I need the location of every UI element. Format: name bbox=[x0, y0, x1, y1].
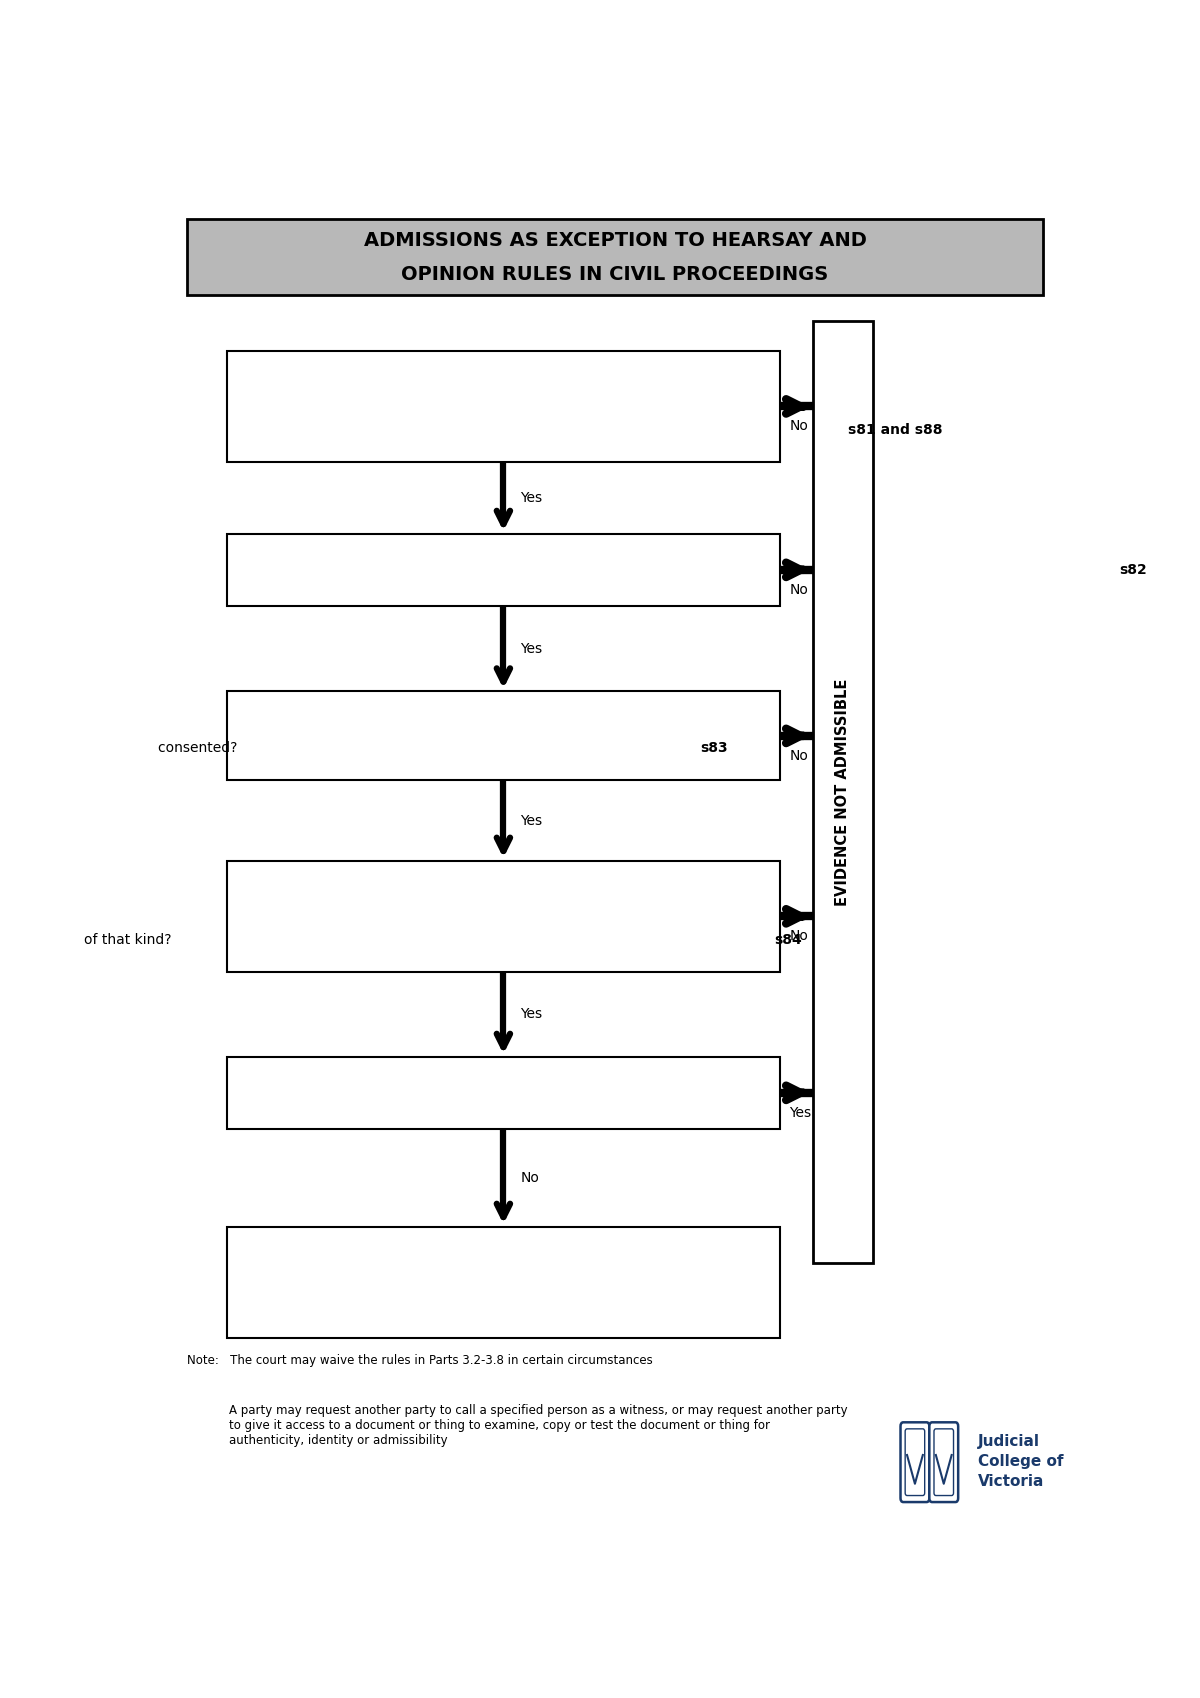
Text: s81 and s88: s81 and s88 bbox=[848, 423, 943, 436]
FancyBboxPatch shape bbox=[227, 861, 780, 971]
Text: s82: s82 bbox=[1120, 562, 1147, 577]
Text: Yes: Yes bbox=[520, 813, 542, 827]
Text: Note:   The court may waive the rules in Parts 3.2-3.8 in certain circumstances: Note: The court may waive the rules in P… bbox=[187, 1355, 656, 1367]
Text: ADMISSIONS AS EXCEPTION TO HEARSAY AND: ADMISSIONS AS EXCEPTION TO HEARSAY AND bbox=[364, 231, 866, 250]
Text: Yes: Yes bbox=[520, 642, 542, 655]
Text: s83: s83 bbox=[701, 740, 728, 754]
FancyBboxPatch shape bbox=[812, 321, 874, 1263]
Text: s84: s84 bbox=[774, 932, 803, 947]
Text: consented?: consented? bbox=[158, 740, 242, 754]
Text: No: No bbox=[790, 419, 809, 433]
Text: OPINION RULES IN CIVIL PROCEEDINGS: OPINION RULES IN CIVIL PROCEEDINGS bbox=[401, 265, 829, 284]
Text: of that kind?: of that kind? bbox=[84, 932, 176, 947]
FancyBboxPatch shape bbox=[227, 1056, 780, 1129]
FancyBboxPatch shape bbox=[905, 1428, 925, 1496]
FancyBboxPatch shape bbox=[934, 1428, 954, 1496]
Text: No: No bbox=[520, 1172, 539, 1185]
FancyBboxPatch shape bbox=[227, 351, 780, 462]
FancyBboxPatch shape bbox=[929, 1423, 958, 1503]
Text: Yes: Yes bbox=[520, 491, 542, 504]
FancyBboxPatch shape bbox=[187, 219, 1043, 295]
Text: EVIDENCE NOT ADMISSIBLE: EVIDENCE NOT ADMISSIBLE bbox=[835, 679, 851, 905]
FancyBboxPatch shape bbox=[227, 533, 780, 606]
Text: Yes: Yes bbox=[520, 1007, 542, 1022]
FancyBboxPatch shape bbox=[227, 1228, 780, 1338]
Text: No: No bbox=[790, 582, 809, 598]
Text: No: No bbox=[790, 749, 809, 762]
Text: Judicial
College of
Victoria: Judicial College of Victoria bbox=[978, 1435, 1063, 1489]
FancyBboxPatch shape bbox=[227, 691, 780, 781]
Text: No: No bbox=[790, 929, 809, 944]
Text: A party may request another party to call a specified person as a witness, or ma: A party may request another party to cal… bbox=[229, 1404, 847, 1447]
Text: Yes: Yes bbox=[790, 1105, 811, 1121]
FancyBboxPatch shape bbox=[900, 1423, 929, 1503]
